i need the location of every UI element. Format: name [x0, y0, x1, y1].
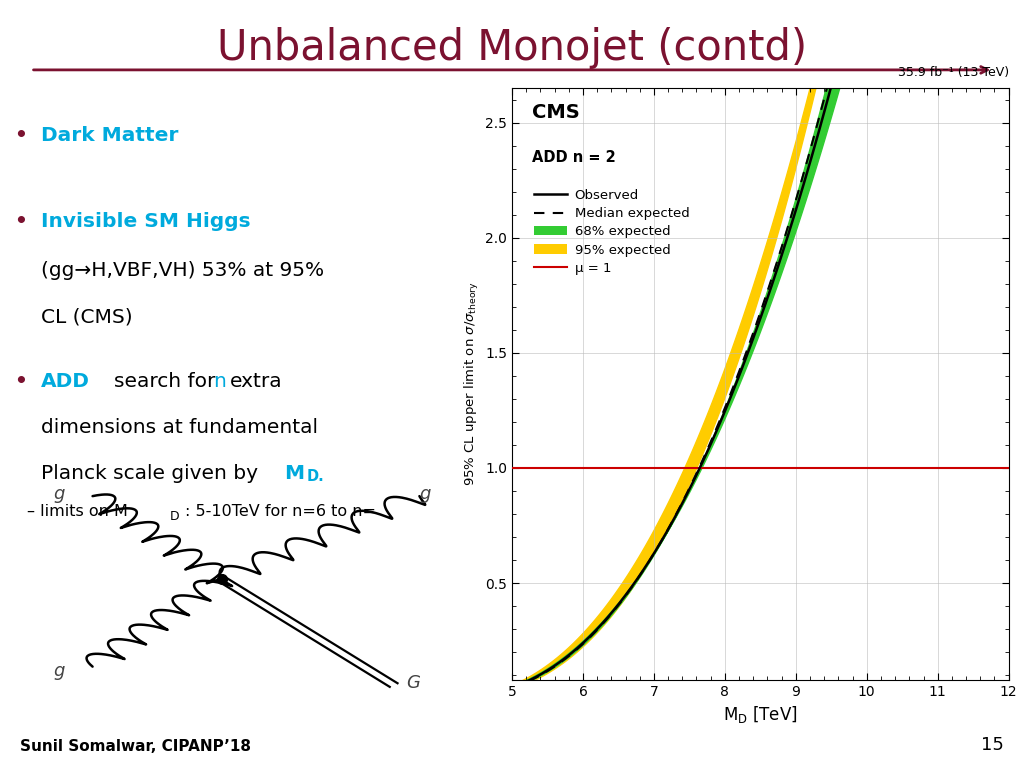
- X-axis label: M$_\mathrm{D}$ [TeV]: M$_\mathrm{D}$ [TeV]: [723, 704, 798, 725]
- Text: CMS: CMS: [531, 103, 580, 122]
- Text: Invisible SM Higgs: Invisible SM Higgs: [41, 212, 251, 231]
- Text: Planck scale given by: Planck scale given by: [41, 464, 265, 483]
- Text: ADD: ADD: [41, 372, 90, 391]
- Text: g: g: [54, 485, 66, 502]
- Y-axis label: 95% CL upper limit on $\sigma/\sigma_{\mathrm{theory}}$: 95% CL upper limit on $\sigma/\sigma_{\m…: [463, 282, 481, 486]
- Text: g: g: [54, 663, 66, 680]
- Text: : 5-10TeV for n=6 to n=: : 5-10TeV for n=6 to n=: [184, 504, 376, 519]
- Text: 15: 15: [981, 737, 1004, 754]
- Text: Dark Matter: Dark Matter: [41, 126, 179, 145]
- Text: •: •: [14, 212, 28, 231]
- Text: 35.9 fb⁻¹ (13 TeV): 35.9 fb⁻¹ (13 TeV): [897, 67, 1009, 79]
- Text: ADD n = 2: ADD n = 2: [531, 151, 615, 165]
- Text: n: n: [213, 372, 226, 391]
- Text: search for: search for: [115, 372, 216, 391]
- Text: •: •: [14, 372, 28, 391]
- Text: M: M: [285, 464, 305, 483]
- Text: (gg→H,VBF,VH) 53% at 95%: (gg→H,VBF,VH) 53% at 95%: [41, 261, 325, 280]
- Text: Sunil Somalwar, CIPANP’18: Sunil Somalwar, CIPANP’18: [20, 739, 252, 754]
- Text: D.: D.: [306, 468, 325, 484]
- Text: •: •: [14, 126, 28, 145]
- Text: g: g: [420, 485, 431, 502]
- Text: CL (CMS): CL (CMS): [41, 307, 133, 326]
- Text: G: G: [407, 674, 421, 692]
- Legend: Observed, Median expected, 68% expected, 95% expected, μ = 1: Observed, Median expected, 68% expected,…: [528, 184, 694, 280]
- Text: D: D: [169, 510, 179, 523]
- Text: Unbalanced Monojet (contd): Unbalanced Monojet (contd): [217, 27, 807, 69]
- Text: dimensions at fundamental: dimensions at fundamental: [41, 418, 318, 437]
- Text: extra: extra: [229, 372, 283, 391]
- Text: – limits on M: – limits on M: [27, 504, 128, 519]
